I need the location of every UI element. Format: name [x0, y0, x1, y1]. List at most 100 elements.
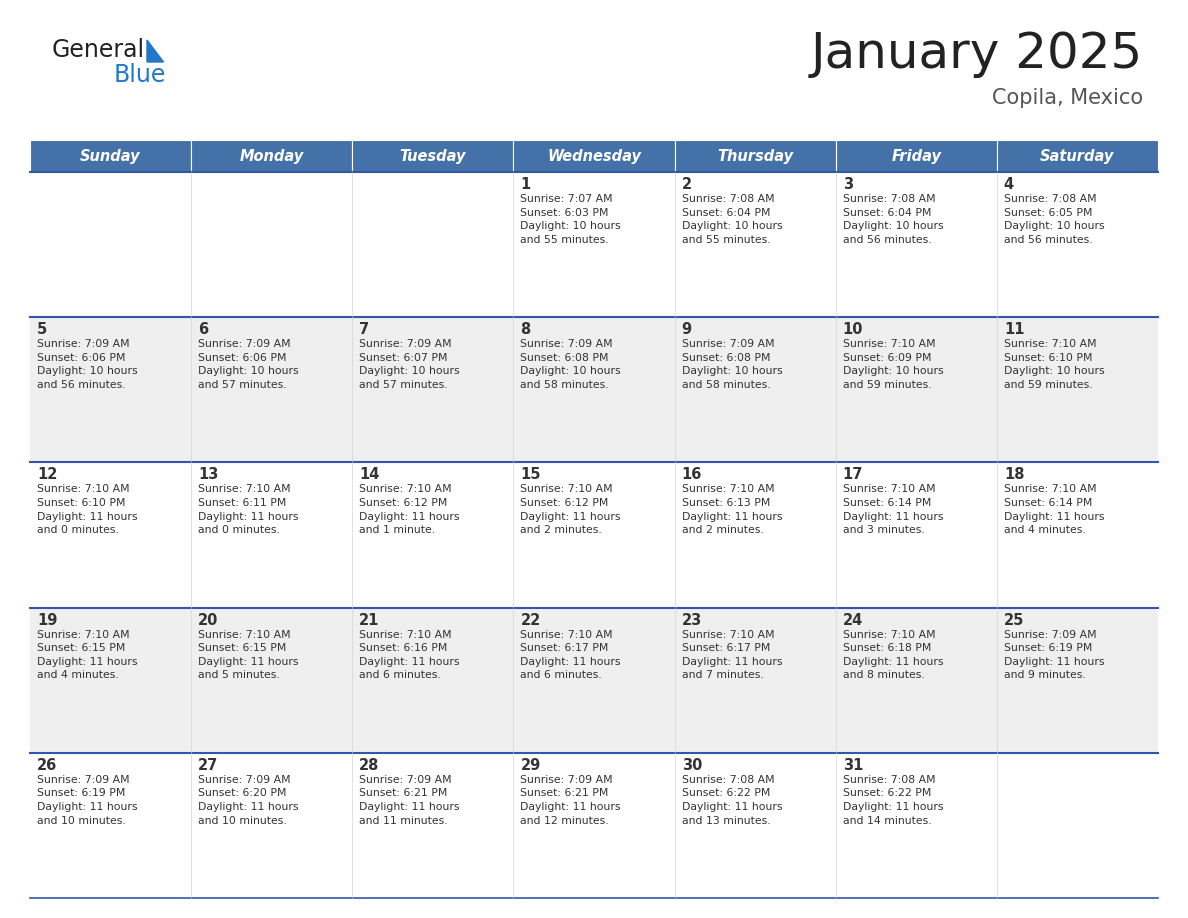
Text: 30: 30: [682, 757, 702, 773]
Text: 2: 2: [682, 177, 691, 192]
Text: Sunrise: 7:09 AM
Sunset: 6:06 PM
Daylight: 10 hours
and 56 minutes.: Sunrise: 7:09 AM Sunset: 6:06 PM Dayligh…: [37, 339, 138, 390]
Bar: [513, 608, 675, 753]
Bar: [191, 753, 353, 898]
Bar: [191, 463, 353, 608]
Text: Sunrise: 7:07 AM
Sunset: 6:03 PM
Daylight: 10 hours
and 55 minutes.: Sunrise: 7:07 AM Sunset: 6:03 PM Dayligh…: [520, 194, 621, 245]
Text: Sunday: Sunday: [81, 149, 141, 163]
Text: 29: 29: [520, 757, 541, 773]
Text: 18: 18: [1004, 467, 1024, 482]
Text: Sunrise: 7:08 AM
Sunset: 6:22 PM
Daylight: 11 hours
and 14 minutes.: Sunrise: 7:08 AM Sunset: 6:22 PM Dayligh…: [842, 775, 943, 825]
Text: Sunrise: 7:10 AM
Sunset: 6:16 PM
Daylight: 11 hours
and 6 minutes.: Sunrise: 7:10 AM Sunset: 6:16 PM Dayligh…: [359, 630, 460, 680]
Bar: [513, 318, 675, 463]
Bar: [30, 463, 191, 608]
Text: Sunrise: 7:08 AM
Sunset: 6:04 PM
Daylight: 10 hours
and 56 minutes.: Sunrise: 7:08 AM Sunset: 6:04 PM Dayligh…: [842, 194, 943, 245]
Bar: [835, 753, 997, 898]
Text: Blue: Blue: [114, 63, 166, 87]
Text: 24: 24: [842, 612, 862, 628]
Text: Copila, Mexico: Copila, Mexico: [992, 88, 1143, 108]
Bar: [675, 608, 835, 753]
Polygon shape: [147, 40, 164, 62]
Text: 25: 25: [1004, 612, 1024, 628]
Text: Sunrise: 7:08 AM
Sunset: 6:22 PM
Daylight: 11 hours
and 13 minutes.: Sunrise: 7:08 AM Sunset: 6:22 PM Dayligh…: [682, 775, 782, 825]
Text: 11: 11: [1004, 322, 1024, 337]
Text: 27: 27: [198, 757, 219, 773]
Bar: [353, 463, 513, 608]
Bar: [353, 172, 513, 318]
Text: 7: 7: [359, 322, 369, 337]
Text: Sunrise: 7:09 AM
Sunset: 6:07 PM
Daylight: 10 hours
and 57 minutes.: Sunrise: 7:09 AM Sunset: 6:07 PM Dayligh…: [359, 339, 460, 390]
Text: Wednesday: Wednesday: [546, 149, 642, 163]
Bar: [997, 608, 1158, 753]
Text: Thursday: Thursday: [718, 149, 794, 163]
Text: Sunrise: 7:10 AM
Sunset: 6:13 PM
Daylight: 11 hours
and 2 minutes.: Sunrise: 7:10 AM Sunset: 6:13 PM Dayligh…: [682, 485, 782, 535]
Text: Sunrise: 7:10 AM
Sunset: 6:11 PM
Daylight: 11 hours
and 0 minutes.: Sunrise: 7:10 AM Sunset: 6:11 PM Dayligh…: [198, 485, 298, 535]
Bar: [997, 140, 1158, 172]
Bar: [191, 318, 353, 463]
Bar: [997, 753, 1158, 898]
Text: Friday: Friday: [891, 149, 941, 163]
Text: 1: 1: [520, 177, 531, 192]
Bar: [513, 753, 675, 898]
Text: Sunrise: 7:10 AM
Sunset: 6:17 PM
Daylight: 11 hours
and 6 minutes.: Sunrise: 7:10 AM Sunset: 6:17 PM Dayligh…: [520, 630, 621, 680]
Text: Sunrise: 7:10 AM
Sunset: 6:12 PM
Daylight: 11 hours
and 1 minute.: Sunrise: 7:10 AM Sunset: 6:12 PM Dayligh…: [359, 485, 460, 535]
Text: 26: 26: [37, 757, 57, 773]
Text: 13: 13: [198, 467, 219, 482]
Text: Sunrise: 7:08 AM
Sunset: 6:05 PM
Daylight: 10 hours
and 56 minutes.: Sunrise: 7:08 AM Sunset: 6:05 PM Dayligh…: [1004, 194, 1105, 245]
Bar: [997, 318, 1158, 463]
Text: Sunrise: 7:09 AM
Sunset: 6:19 PM
Daylight: 11 hours
and 10 minutes.: Sunrise: 7:09 AM Sunset: 6:19 PM Dayligh…: [37, 775, 138, 825]
Text: 14: 14: [359, 467, 380, 482]
Bar: [675, 753, 835, 898]
Bar: [675, 318, 835, 463]
Text: 21: 21: [359, 612, 380, 628]
Bar: [30, 608, 191, 753]
Text: Saturday: Saturday: [1041, 149, 1114, 163]
Text: Sunrise: 7:08 AM
Sunset: 6:04 PM
Daylight: 10 hours
and 55 minutes.: Sunrise: 7:08 AM Sunset: 6:04 PM Dayligh…: [682, 194, 782, 245]
Text: 5: 5: [37, 322, 48, 337]
Text: Sunrise: 7:09 AM
Sunset: 6:08 PM
Daylight: 10 hours
and 58 minutes.: Sunrise: 7:09 AM Sunset: 6:08 PM Dayligh…: [520, 339, 621, 390]
Text: General: General: [52, 38, 145, 62]
Bar: [353, 608, 513, 753]
Bar: [835, 140, 997, 172]
Text: 12: 12: [37, 467, 57, 482]
Text: Sunrise: 7:10 AM
Sunset: 6:15 PM
Daylight: 11 hours
and 5 minutes.: Sunrise: 7:10 AM Sunset: 6:15 PM Dayligh…: [198, 630, 298, 680]
Bar: [30, 753, 191, 898]
Bar: [191, 172, 353, 318]
Bar: [30, 318, 191, 463]
Text: 3: 3: [842, 177, 853, 192]
Text: 8: 8: [520, 322, 531, 337]
Text: 28: 28: [359, 757, 380, 773]
Text: 19: 19: [37, 612, 57, 628]
Text: Sunrise: 7:10 AM
Sunset: 6:09 PM
Daylight: 10 hours
and 59 minutes.: Sunrise: 7:10 AM Sunset: 6:09 PM Dayligh…: [842, 339, 943, 390]
Bar: [835, 318, 997, 463]
Text: Sunrise: 7:10 AM
Sunset: 6:10 PM
Daylight: 11 hours
and 0 minutes.: Sunrise: 7:10 AM Sunset: 6:10 PM Dayligh…: [37, 485, 138, 535]
Text: Sunrise: 7:10 AM
Sunset: 6:14 PM
Daylight: 11 hours
and 4 minutes.: Sunrise: 7:10 AM Sunset: 6:14 PM Dayligh…: [1004, 485, 1105, 535]
Text: Sunrise: 7:10 AM
Sunset: 6:12 PM
Daylight: 11 hours
and 2 minutes.: Sunrise: 7:10 AM Sunset: 6:12 PM Dayligh…: [520, 485, 621, 535]
Bar: [30, 172, 191, 318]
Bar: [353, 753, 513, 898]
Text: Sunrise: 7:09 AM
Sunset: 6:21 PM
Daylight: 11 hours
and 11 minutes.: Sunrise: 7:09 AM Sunset: 6:21 PM Dayligh…: [359, 775, 460, 825]
Text: 15: 15: [520, 467, 541, 482]
Bar: [675, 463, 835, 608]
Bar: [191, 608, 353, 753]
Bar: [513, 172, 675, 318]
Text: Sunrise: 7:10 AM
Sunset: 6:10 PM
Daylight: 10 hours
and 59 minutes.: Sunrise: 7:10 AM Sunset: 6:10 PM Dayligh…: [1004, 339, 1105, 390]
Bar: [835, 463, 997, 608]
Text: Sunrise: 7:10 AM
Sunset: 6:18 PM
Daylight: 11 hours
and 8 minutes.: Sunrise: 7:10 AM Sunset: 6:18 PM Dayligh…: [842, 630, 943, 680]
Text: 10: 10: [842, 322, 864, 337]
Bar: [675, 172, 835, 318]
Bar: [353, 318, 513, 463]
Text: 9: 9: [682, 322, 691, 337]
Text: 16: 16: [682, 467, 702, 482]
Text: Sunrise: 7:10 AM
Sunset: 6:14 PM
Daylight: 11 hours
and 3 minutes.: Sunrise: 7:10 AM Sunset: 6:14 PM Dayligh…: [842, 485, 943, 535]
Text: Monday: Monday: [240, 149, 304, 163]
Text: January 2025: January 2025: [810, 30, 1143, 78]
Bar: [997, 172, 1158, 318]
Bar: [513, 140, 675, 172]
Bar: [675, 140, 835, 172]
Text: 20: 20: [198, 612, 219, 628]
Text: 31: 31: [842, 757, 864, 773]
Text: 17: 17: [842, 467, 864, 482]
Bar: [835, 172, 997, 318]
Text: Sunrise: 7:10 AM
Sunset: 6:17 PM
Daylight: 11 hours
and 7 minutes.: Sunrise: 7:10 AM Sunset: 6:17 PM Dayligh…: [682, 630, 782, 680]
Text: 23: 23: [682, 612, 702, 628]
